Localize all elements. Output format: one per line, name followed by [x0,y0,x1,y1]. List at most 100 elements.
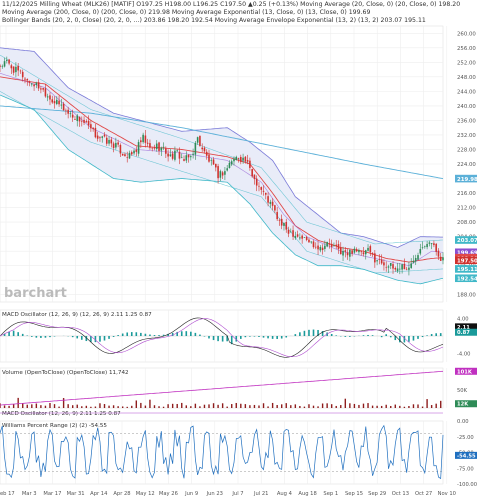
macd-histogram-bar [408,336,410,342]
volume-bar [426,399,427,408]
candle-body [154,148,156,149]
x-tick-label: Sep 15 [345,491,363,497]
price-tag-label: 195.11 [457,267,477,273]
macd-histogram-bar [367,335,369,336]
volume-bar [8,406,9,408]
candle-body [320,247,322,250]
candle-body [0,65,1,66]
volume-bar [13,404,14,408]
macd-histogram-bar [36,336,38,338]
volume-bar [27,405,28,408]
candle-body [226,168,228,170]
candle-body [156,144,158,149]
candle-body [417,255,419,260]
volume-bar [435,404,436,408]
panel-frame-3 [0,421,443,484]
macd-histogram-bar [195,333,197,336]
williams-tick-label: 0.00 [457,419,469,425]
candle-body [129,153,131,158]
candle-body [229,163,231,168]
candle-body [95,128,97,137]
candle-body [245,157,247,162]
x-tick-label: Sep 29 [368,491,386,497]
candle-body [388,266,390,267]
candle-body [220,171,222,178]
price-tag-label: 192.54 [457,276,477,282]
macd-histogram-bar [404,336,406,342]
candle-body [310,241,312,242]
candle-body [381,259,383,263]
candle-body [192,154,194,155]
volume-bar [417,404,418,408]
candle-body [90,124,92,128]
candle-body [308,240,310,243]
price-tag-label: 219.98 [457,177,477,183]
macd-histogram-bar [149,335,151,336]
x-tick-label: Apr 14 [90,491,108,497]
macd-histogram-bar [263,336,265,338]
volume-bar [127,407,128,408]
x-tick-label: Jul 7 [231,491,243,497]
candle-body [113,143,115,147]
volume-tick-label: 50K [457,388,468,394]
volume-bar [104,404,105,408]
candle-body [233,159,235,162]
candle-body [304,237,306,238]
candle-body [324,246,326,249]
volume-bar [231,404,232,408]
macd-histogram-bar [145,334,147,336]
candle-body [72,115,74,118]
williams-tick-label: -100.00 [457,482,477,488]
candle-body [238,158,240,159]
candle-body [174,151,176,160]
candle-body [115,143,117,148]
volume-bar [422,407,423,408]
macd-histogram-bar [122,334,124,336]
candle-body [170,154,172,156]
macd-histogram-bar [45,336,47,338]
candle-body [431,243,433,244]
macd-histogram-bar [440,333,442,336]
macd-histogram-bar [285,336,287,337]
macd-tick-label: 4.00 [457,317,469,323]
volume-bar [267,406,268,408]
volume-bar [322,403,323,408]
volume-bar [345,399,346,408]
candle-body [101,136,103,137]
x-tick-label: May 12 [136,491,155,497]
candle-body [356,249,358,251]
candle-body [435,244,437,252]
candle-body [258,186,260,187]
candle-body [442,257,444,260]
candle-body [410,263,412,268]
candle-body [335,245,337,246]
candle-body [363,252,365,254]
candle-body [179,152,181,159]
volume-bar [386,405,387,408]
macd-histogram-bar [76,336,78,338]
macd-histogram-bar [181,331,183,336]
volume-bar [358,405,359,408]
candle-body [315,247,317,248]
price-tick-label: 252.00 [457,60,476,66]
x-tick-label: Nov 10 [438,491,456,497]
macd-histogram-bar [40,336,42,338]
volume-bar [4,405,5,408]
volume-bar [381,406,382,408]
volume-bar [376,406,377,408]
candle-body [299,237,301,238]
macd-title: MACD Oscillator (12, 26, 9) (12, 26, 9) … [2,312,152,318]
macd-histogram-bar [31,336,33,337]
candle-body [104,135,106,137]
candle-body [265,193,267,195]
volume-bar [145,406,146,408]
candle-body [440,257,442,261]
macd-histogram-bar [213,336,215,340]
candle-body [408,268,410,270]
macd-histogram-bar [308,330,310,336]
macd-histogram-bar [13,331,15,336]
volume-bar [336,406,337,408]
candle-body [8,60,10,64]
macd-histogram-bar [276,336,278,339]
volume-bar [122,406,123,408]
